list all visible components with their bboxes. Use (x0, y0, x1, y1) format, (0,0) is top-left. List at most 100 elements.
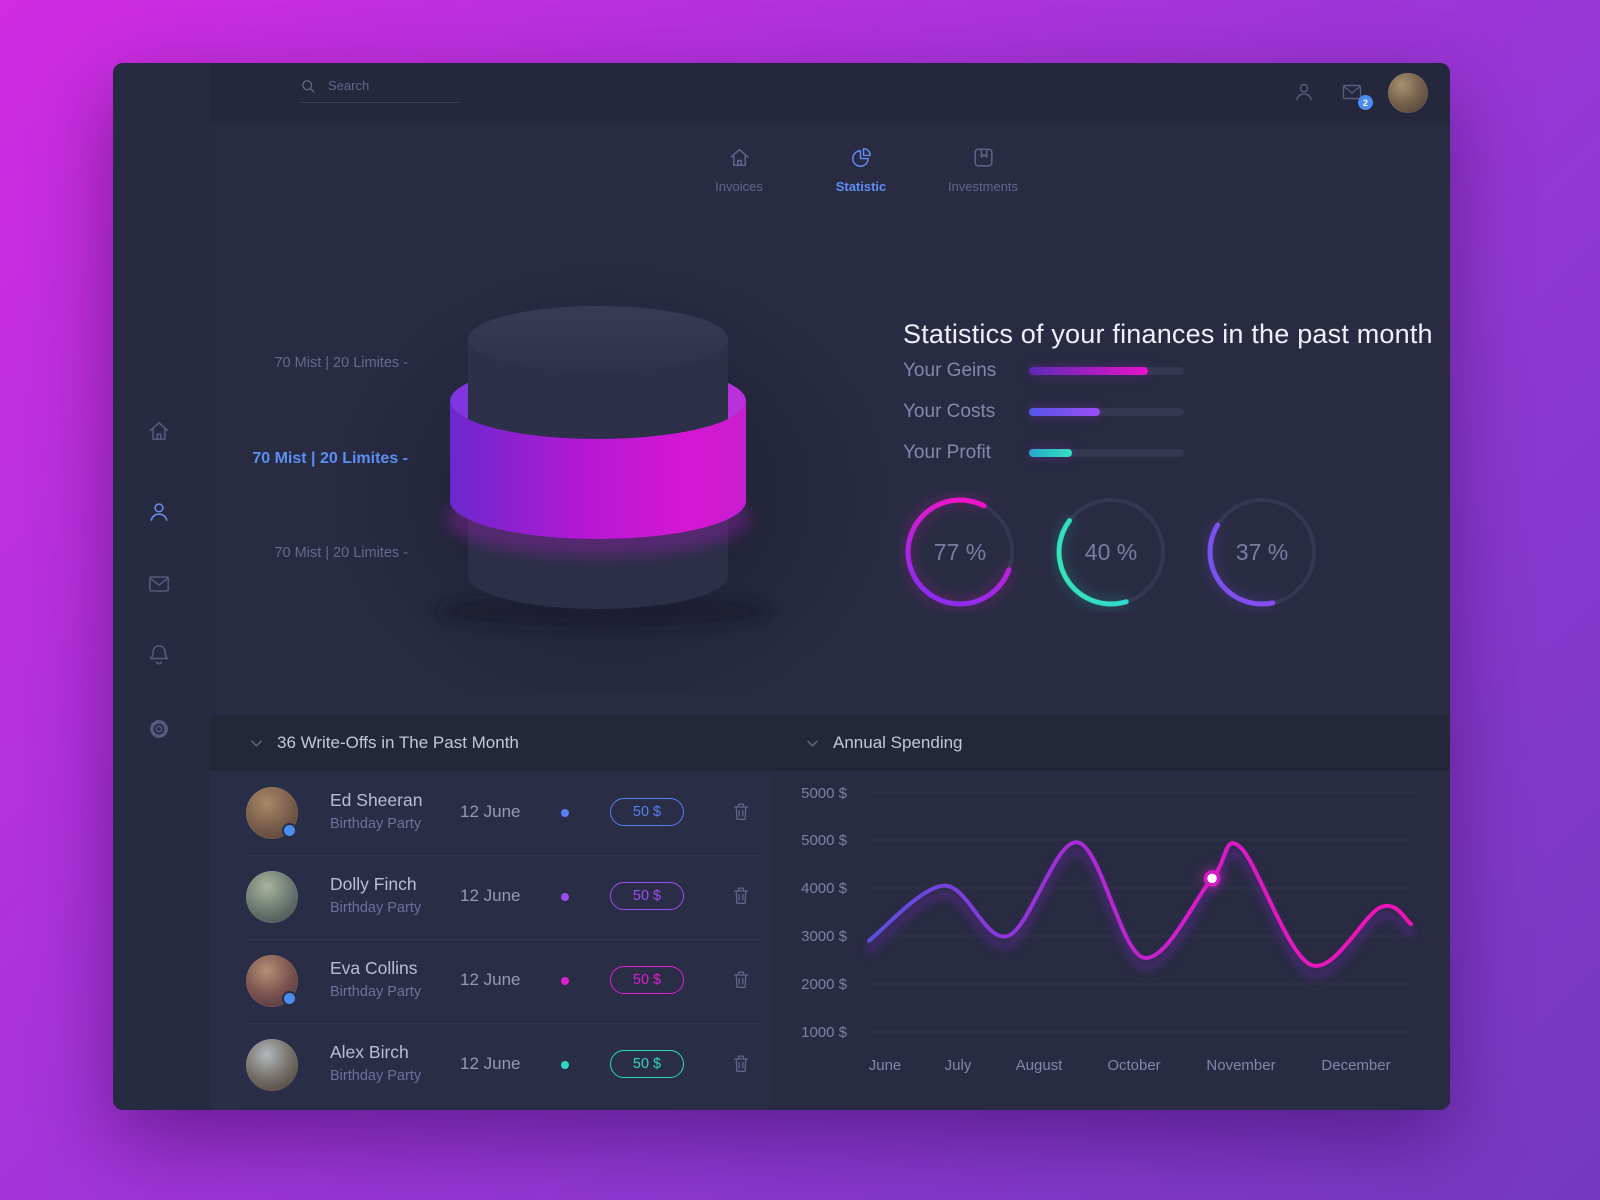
y-axis-label: 4000 $ (801, 880, 848, 897)
y-axis-label: 3000 $ (801, 928, 848, 945)
amount-button[interactable]: 50 $ (610, 882, 684, 910)
writeoffs-title: 36 Write-Offs in The Past Month (277, 733, 519, 752)
trash-icon (733, 887, 749, 904)
progress-bar-costs: Your Costs (903, 401, 1184, 422)
progress-ring-1: 77 % (900, 492, 1020, 612)
search-input[interactable] (326, 77, 460, 94)
main-area: 2 Invoices Statistic Investments (210, 63, 1450, 1110)
sidebar-item-messages[interactable] (146, 571, 176, 601)
profile-avatar[interactable] (1388, 73, 1428, 113)
section-header-band: 36 Write-Offs in The Past Month Annual S… (210, 715, 1450, 771)
sidebar-item-home[interactable] (146, 418, 176, 448)
donut-segment-label-top[interactable]: 70 Mist | 20 Limites - (274, 355, 408, 371)
writeoffs-header[interactable]: 36 Write-Offs in The Past Month (250, 715, 519, 771)
ring-value: 37 % (1235, 538, 1289, 565)
y-axis-label: 5000 $ (801, 785, 848, 802)
tab-invoices[interactable]: Invoices (692, 145, 786, 194)
progress-ring-3: 37 % (1202, 492, 1322, 612)
search-icon (302, 79, 315, 93)
bar-fill (1029, 367, 1149, 375)
search-box (300, 77, 460, 103)
delete-button[interactable] (732, 886, 750, 906)
ring-value: 40 % (1084, 538, 1138, 565)
bookmark-icon (973, 148, 993, 167)
tab-statistic[interactable]: Statistic (814, 145, 908, 194)
home-icon (149, 422, 169, 440)
bell-icon (149, 645, 169, 665)
category-color-dot (561, 1061, 569, 1069)
online-badge (282, 991, 297, 1006)
sidebar-item-settings[interactable] (146, 716, 176, 746)
writeoff-date: 12 June (460, 1054, 521, 1073)
writeoffs-list: Ed Sheeran Birthday Party 12 June 50 $ D… (210, 771, 770, 1110)
annual-spending-header[interactable]: Annual Spending (806, 715, 963, 771)
person-name: Dolly Finch (330, 874, 417, 894)
inbox-button[interactable]: 2 (1340, 80, 1373, 110)
x-axis-label: June (869, 1057, 902, 1074)
gear-icon (150, 720, 168, 738)
data-point-marker[interactable] (1203, 870, 1221, 887)
spending-line (867, 840, 1413, 968)
bar-label: Your Costs (903, 401, 996, 422)
home-icon (729, 148, 749, 167)
avatar (246, 955, 298, 1007)
progress-bar-profit: Your Profit (903, 442, 1184, 463)
person-name: Ed Sheeran (330, 790, 423, 810)
delete-button[interactable] (732, 970, 750, 990)
statistics-section: Invoices Statistic Investments 70 Mist |… (210, 123, 1450, 715)
x-axis-label: October (1107, 1057, 1160, 1074)
progress-ring-2: 40 % (1051, 492, 1171, 612)
chevron-down-icon (251, 739, 262, 747)
avatar (246, 787, 298, 839)
bar-label: Your Profit (903, 442, 992, 463)
y-axis-label: 2000 $ (801, 976, 848, 993)
tab-label: Investments (947, 179, 1019, 194)
pie-chart-icon (851, 148, 871, 167)
delete-button[interactable] (732, 802, 750, 822)
cylinder-highlight-band[interactable] (450, 401, 746, 539)
y-axis-label: 1000 $ (801, 1024, 848, 1041)
bottom-panels: Ed Sheeran Birthday Party 12 June 50 $ D… (210, 771, 1450, 1110)
sidebar (113, 63, 211, 1110)
bar-track (1029, 367, 1184, 375)
sidebar-item-notifications[interactable] (146, 642, 176, 672)
account-button[interactable] (1292, 80, 1318, 106)
annual-spending-panel: 5000 $ 5000 $ 4000 $ 3000 $ 2000 $ 1000 … (770, 771, 1450, 1110)
delete-button[interactable] (732, 1054, 750, 1074)
amount-button[interactable]: 50 $ (610, 798, 684, 826)
person-name: Eva Collins (330, 958, 418, 978)
category-color-dot (561, 893, 569, 901)
writeoff-date: 12 June (460, 970, 521, 989)
avatar (246, 1039, 298, 1091)
mail-icon (1342, 84, 1362, 100)
writeoff-category: Birthday Party (330, 900, 422, 916)
amount-button[interactable]: 50 $ (610, 966, 684, 994)
writeoff-category: Birthday Party (330, 1068, 422, 1084)
writeoff-row: Dolly Finch Birthday Party 12 June 50 $ (210, 855, 770, 939)
bar-fill (1029, 408, 1101, 416)
cylinder-chart (435, 306, 771, 627)
amount-button[interactable]: 50 $ (610, 1050, 684, 1078)
writeoff-date: 12 June (460, 802, 521, 821)
chevron-down-icon (807, 739, 818, 747)
bar-track (1029, 449, 1184, 457)
sidebar-item-profile[interactable] (146, 499, 176, 529)
section-tabs: Invoices Statistic Investments (692, 145, 1030, 194)
category-color-dot (561, 809, 569, 817)
writeoff-row: Alex Birch Birthday Party 12 June 50 $ (210, 1023, 770, 1107)
y-axis-label: 5000 $ (801, 832, 848, 849)
progress-bar-gains: Your Geins (903, 360, 1184, 381)
tab-investments[interactable]: Investments (936, 145, 1030, 194)
mail-icon (149, 576, 169, 592)
donut-segment-label-bottom[interactable]: 70 Mist | 20 Limites - (274, 545, 408, 561)
ring-value: 77 % (933, 538, 987, 565)
donut-segment-label-selected[interactable]: 70 Mist | 20 Limites - (252, 450, 408, 467)
spending-line-shadow (865, 847, 1415, 979)
annual-spending-title: Annual Spending (833, 733, 963, 752)
trash-icon (733, 971, 749, 988)
bar-track (1029, 408, 1184, 416)
topbar-actions: 2 (1292, 63, 1428, 123)
page-title: Statistics of your finances in the past … (903, 319, 1433, 350)
writeoff-category: Birthday Party (330, 984, 422, 1000)
writeoff-row: Ed Sheeran Birthday Party 12 June 50 $ (210, 771, 770, 855)
